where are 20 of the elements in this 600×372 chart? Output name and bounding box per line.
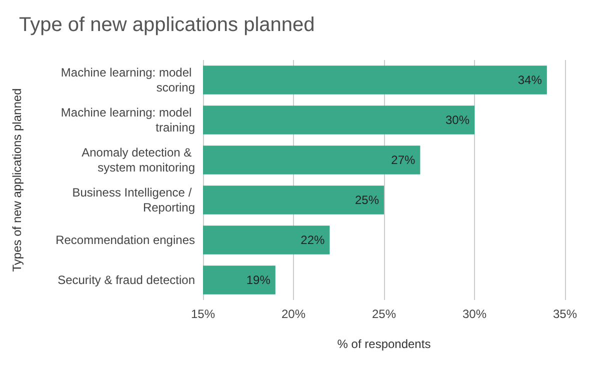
x-tick-label: 15%: [190, 307, 216, 321]
data-label: 22%: [300, 233, 326, 247]
x-tick-label: 30%: [462, 307, 487, 321]
x-tick-label: 25%: [372, 307, 396, 321]
y-tick-label: Business Intelligence / Reporting: [72, 186, 195, 214]
data-label: 19%: [246, 273, 271, 287]
y-tick-label: Machine learning: model scoring: [60, 66, 195, 94]
data-label: 25%: [354, 193, 380, 207]
y-tick-label: Recommendation engines: [56, 233, 195, 247]
chart-title: Type of new applications planned: [19, 14, 315, 36]
data-label: 34%: [518, 73, 542, 87]
x-tick-label: 35%: [552, 307, 578, 321]
y-axis-title: Types of new applications planned: [10, 88, 24, 272]
x-tick-label: 20%: [281, 307, 306, 321]
data-label: 30%: [445, 113, 470, 127]
y-tick-label: Machine learning: model training: [60, 106, 195, 134]
y-tick-label: Security & fraud detection: [58, 273, 195, 287]
x-axis-title: % of respondents: [337, 337, 431, 351]
y-tick-label: Anomaly detection & system monitoring: [82, 146, 195, 174]
data-label: 27%: [391, 153, 416, 167]
